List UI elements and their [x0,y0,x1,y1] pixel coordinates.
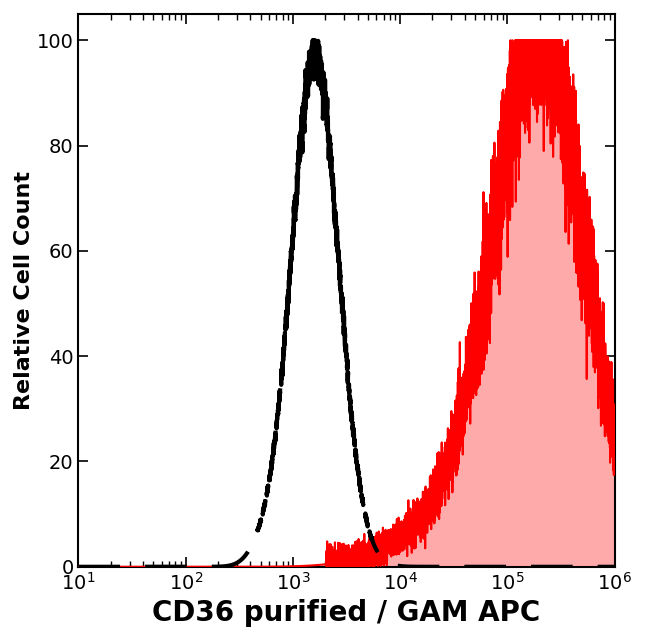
Y-axis label: Relative Cell Count: Relative Cell Count [14,171,34,410]
X-axis label: CD36 purified / GAM APC: CD36 purified / GAM APC [152,599,541,627]
